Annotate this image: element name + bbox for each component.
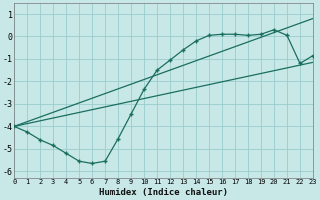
X-axis label: Humidex (Indice chaleur): Humidex (Indice chaleur)	[99, 188, 228, 197]
